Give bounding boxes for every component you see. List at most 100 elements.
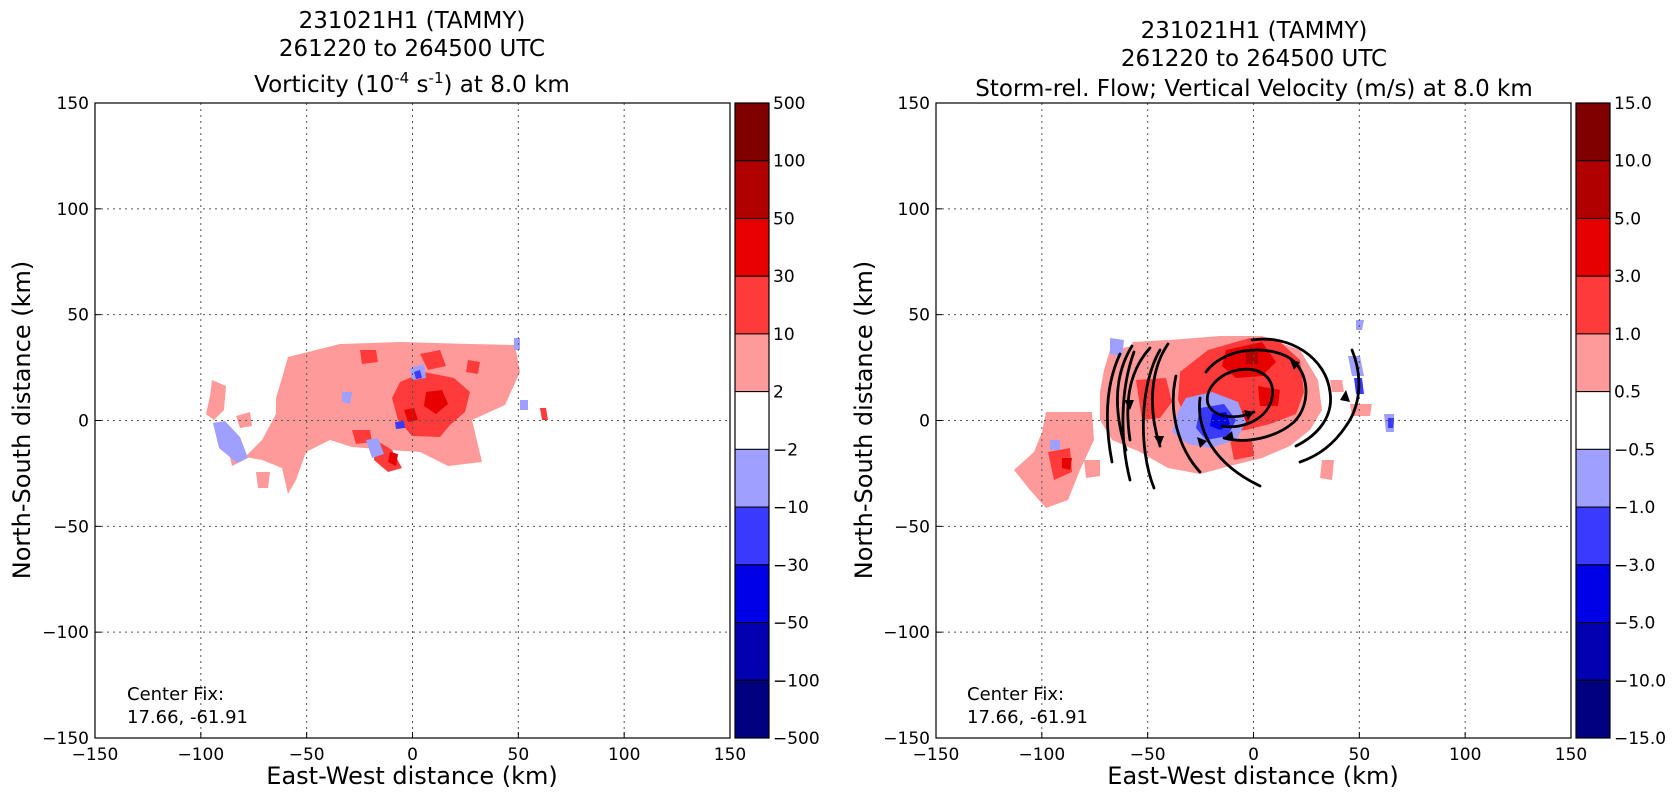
vorticity-y-axis-label: North-South distance (km) (8, 261, 36, 580)
streamline-arrow-3 (1340, 390, 1350, 402)
velocity-grid (936, 103, 1571, 738)
vorticity-colorbar-band (734, 506, 770, 566)
vorticity-colorbar-label: −2 (773, 440, 798, 460)
velocity-colorbar-band (1575, 679, 1611, 739)
streamline-west-2 (1126, 346, 1152, 442)
vorticity-colorbar-band (734, 333, 770, 393)
vorticity-colorbar-label: 10 (773, 325, 795, 345)
velocity-colorbar-band (1575, 622, 1611, 681)
streamline-arrow-7 (1290, 360, 1300, 370)
vorticity-plot-frame (94, 102, 731, 739)
velocity-y-tick-label: −100 (883, 623, 930, 643)
velocity-colorbar-label: −5.0 (1614, 614, 1655, 634)
vorticity-colorbar: 500 100 50 30 10 2 −2 −10 −30 −50 −100 −500 (734, 94, 820, 749)
vorticity-colorbar-label: 100 (773, 152, 805, 172)
vorticity-colorbar-frame (734, 102, 770, 739)
vorticity-y-tick-label: −50 (53, 517, 89, 537)
vorticity-x-tick-label: 150 (714, 745, 746, 765)
velocity-y-tick-label: 100 (898, 200, 930, 220)
velocity-colorbar: 15.0 10.0 5.0 3.0 1.0 0.5 −0.5 −1.0 −3.0 −5.0 −10.… (1575, 94, 1666, 749)
vorticity-colorbar-label: 2 (773, 383, 784, 403)
velocity-plot-frame (935, 102, 1572, 739)
vorticity-title-line1: 231021H1 (TAMMY) (299, 8, 526, 34)
velocity-colorbar-label: −1.0 (1614, 498, 1655, 518)
vertical-velocity-field (1014, 320, 1394, 508)
velocity-colorbar-label: 0.5 (1614, 383, 1641, 403)
velocity-center-fix-label: Center Fix: (967, 684, 1064, 705)
velocity-colorbar-band (1575, 564, 1611, 624)
velocity-colorbar-band (1575, 506, 1611, 566)
streamline-arrow-4 (1154, 436, 1164, 446)
vorticity-colorbar-label: 50 (773, 209, 795, 229)
velocity-y-tick-label: −150 (883, 729, 930, 749)
vorticity-grid (95, 103, 730, 738)
vertical-velocity-panel: 231021H1 (TAMMY) 261220 to 264500 UTC St… (850, 18, 1666, 790)
vorticity-colorbar-label: 30 (773, 267, 795, 287)
streamline-south-arc (1198, 396, 1262, 488)
vorticity-y-tick-label: −100 (42, 623, 89, 643)
velocity-y-tick-label: −50 (894, 517, 930, 537)
vorticity-center-fix-label: Center Fix: (127, 684, 224, 705)
velocity-colorbar-band (1575, 275, 1611, 335)
streamline-arrow-2 (1224, 431, 1234, 441)
streamline-arrow-1 (1244, 410, 1254, 420)
velocity-title-line1: 231021H1 (TAMMY) (1141, 18, 1368, 44)
vorticity-colorbar-band (734, 160, 770, 219)
velocity-colorbar-frame (1575, 102, 1611, 739)
streamline-inner-spiral (1205, 367, 1274, 429)
vorticity-colorbar-band (734, 102, 770, 162)
velocity-colorbar-label: −3.0 (1614, 556, 1655, 576)
streamline-west-outer (1121, 350, 1136, 482)
vorticity-y-tick-label: 150 (57, 94, 89, 114)
velocity-x-tick-label: 50 (1349, 745, 1371, 765)
velocity-center-fix-value: 17.66, -61.91 (967, 707, 1088, 728)
velocity-y-tick-label: 50 (908, 306, 930, 326)
velocity-x-tick-label: −150 (913, 745, 960, 765)
velocity-colorbar-label: 5.0 (1614, 209, 1641, 229)
streamline-outer-east (1298, 348, 1361, 464)
vorticity-x-tick-label: 100 (608, 745, 640, 765)
velocity-colorbar-label: −0.5 (1614, 440, 1655, 460)
velocity-colorbar-band (1575, 217, 1611, 277)
vorticity-ticks: −150 −100 −50 0 50 100 150 150 100 50 0 −50 −100 −150 (42, 94, 746, 765)
vorticity-y-tick-label: 50 (67, 306, 89, 326)
velocity-x-tick-label: −50 (1130, 745, 1166, 765)
streamline-ring-3 (1250, 337, 1332, 448)
vorticity-y-tick-label: 0 (78, 412, 89, 432)
velocity-colorbar-band (1575, 448, 1611, 508)
vorticity-x-tick-label: 50 (508, 745, 530, 765)
velocity-x-tick-label: 150 (1555, 745, 1587, 765)
streamline-west-3 (1105, 352, 1122, 464)
vorticity-panel: 231021H1 (TAMMY) 261220 to 264500 UTC Vo… (8, 8, 820, 790)
vorticity-colorbar-band (734, 448, 770, 508)
vorticity-colorbar-label: −100 (773, 671, 820, 691)
velocity-y-tick-label: 150 (898, 94, 930, 114)
velocity-x-axis-label: East-West distance (km) (1107, 762, 1398, 790)
velocity-colorbar-band (1575, 333, 1611, 393)
velocity-colorbar-label: −15.0 (1614, 729, 1666, 749)
vorticity-colorbar-label: −500 (773, 729, 820, 749)
velocity-colorbar-label: 10.0 (1614, 152, 1652, 172)
velocity-colorbar-label: 1.0 (1614, 325, 1641, 345)
velocity-y-tick-label: 0 (919, 412, 930, 432)
vorticity-x-tick-label: −100 (177, 745, 224, 765)
velocity-x-tick-label: −100 (1018, 745, 1065, 765)
vorticity-colorbar-band (734, 391, 770, 450)
velocity-colorbar-label: −10.0 (1614, 671, 1666, 691)
streamline-ring-2 (1204, 348, 1308, 442)
streamline-arrow-5 (1124, 400, 1134, 410)
vorticity-colorbar-label: −10 (773, 498, 809, 518)
vorticity-y-tick-label: 100 (57, 200, 89, 220)
vorticity-x-tick-label: 0 (407, 745, 418, 765)
vorticity-title-line2: 261220 to 264500 UTC (279, 36, 545, 62)
velocity-x-tick-label: 100 (1449, 745, 1481, 765)
vorticity-colorbar-label: −30 (773, 556, 809, 576)
velocity-colorbar-label: 3.0 (1614, 267, 1641, 287)
streamline-southwest-arc (1171, 374, 1202, 474)
vorticity-colorbar-band (734, 217, 770, 277)
velocity-title-line2: 261220 to 264500 UTC (1121, 46, 1387, 72)
vorticity-y-tick-label: −150 (42, 729, 89, 749)
vorticity-colorbar-band (734, 564, 770, 624)
velocity-colorbar-band (1575, 160, 1611, 219)
